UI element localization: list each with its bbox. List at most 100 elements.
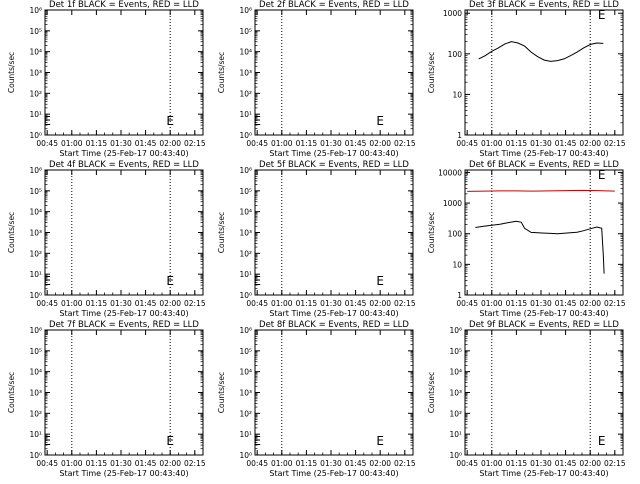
x-tick-label: 01:30 xyxy=(110,299,132,308)
x-tick-label: 01:30 xyxy=(320,299,342,308)
y-tick-label: 10⁶ xyxy=(239,166,252,175)
x-axis-label: Start Time (25-Feb-17 00:43:40) xyxy=(59,469,188,478)
y-tick-label: 1000 xyxy=(443,9,462,18)
event-marker-E: E xyxy=(376,274,384,288)
x-tick-label: 02:15 xyxy=(604,139,626,148)
y-axis-label: Counts/sec xyxy=(217,212,226,253)
y-tick-label: 10⁵ xyxy=(29,347,42,356)
y-tick-label: 10⁶ xyxy=(29,166,42,175)
event-marker-E: E xyxy=(598,168,606,182)
y-tick-label: 10⁰ xyxy=(449,451,462,460)
y-tick-label: 10¹ xyxy=(29,430,42,439)
x-tick-label: 02:00 xyxy=(369,459,391,468)
panel-title: Det 4f BLACK = Events, RED = LLD xyxy=(49,160,199,170)
x-tick-label: 00:45 xyxy=(36,459,58,468)
y-tick-label: 10⁶ xyxy=(29,6,42,15)
x-tick-label: 01:15 xyxy=(86,139,108,148)
y-tick-label: 10² xyxy=(29,89,42,98)
plot-frame xyxy=(44,169,204,296)
plot-frame xyxy=(44,329,204,456)
panel-title: Det 8f BLACK = Events, RED = LLD xyxy=(259,320,409,330)
x-tick-label: 01:15 xyxy=(506,299,528,308)
y-tick-label: 10⁰ xyxy=(239,451,252,460)
y-axis-label: Counts/sec xyxy=(427,212,436,253)
x-tick-label: 02:15 xyxy=(184,299,206,308)
event-marker-E: E xyxy=(253,274,261,288)
event-marker-E: E xyxy=(43,114,51,128)
x-tick-label: 02:15 xyxy=(184,459,206,468)
y-tick-label: 10⁵ xyxy=(239,187,252,196)
y-axis-label: Counts/sec xyxy=(7,212,16,253)
series-line-1 xyxy=(478,41,604,62)
plot-frame xyxy=(464,169,624,296)
x-tick-label: 01:00 xyxy=(61,139,83,148)
y-tick-label: 10⁰ xyxy=(29,291,42,300)
y-tick-label: 10⁴ xyxy=(29,208,42,217)
event-marker-E: E xyxy=(376,434,384,448)
x-tick-label: 01:15 xyxy=(296,299,318,308)
x-tick-label: 02:15 xyxy=(604,459,626,468)
x-tick-label: 01:15 xyxy=(296,459,318,468)
chart-panel-8: Det 8f BLACK = Events, RED = LLD 00:45 01:… xyxy=(217,320,416,478)
x-axis-label: Start Time (25-Feb-17 00:43:40) xyxy=(479,469,608,478)
y-tick-label: 10⁴ xyxy=(239,368,252,377)
x-tick-label: 01:45 xyxy=(345,299,367,308)
y-tick-label: 10¹ xyxy=(239,270,252,279)
x-tick-label: 01:15 xyxy=(86,299,108,308)
x-tick-label: 02:00 xyxy=(579,139,601,148)
y-tick-label: 10⁴ xyxy=(239,208,252,217)
x-tick-label: 01:30 xyxy=(530,299,552,308)
y-tick-label: 10⁴ xyxy=(449,368,462,377)
y-tick-label: 10² xyxy=(239,249,252,258)
y-tick-label: 10⁵ xyxy=(29,27,42,36)
y-tick-label: 10¹ xyxy=(29,270,42,279)
x-tick-label: 01:15 xyxy=(506,139,528,148)
x-tick-label: 01:00 xyxy=(271,299,293,308)
x-tick-label: 01:00 xyxy=(481,299,503,308)
panel-title: Det 2f BLACK = Events, RED = LLD xyxy=(259,0,409,10)
y-tick-label: 10⁶ xyxy=(449,326,462,335)
x-axis-label: Start Time (25-Feb-17 00:43:40) xyxy=(269,149,398,158)
y-tick-label: 10⁵ xyxy=(239,347,252,356)
x-tick-label: 02:00 xyxy=(369,139,391,148)
y-tick-label: 10⁵ xyxy=(239,27,252,36)
x-axis-label: Start Time (25-Feb-17 00:43:40) xyxy=(269,309,398,318)
x-tick-label: 00:45 xyxy=(36,139,58,148)
x-tick-label: 02:15 xyxy=(604,299,626,308)
y-axis-label: Counts/sec xyxy=(217,372,226,413)
x-tick-label: 01:45 xyxy=(135,299,157,308)
x-tick-label: 01:45 xyxy=(345,139,367,148)
x-tick-label: 01:45 xyxy=(555,299,577,308)
event-marker-E: E xyxy=(166,274,174,288)
y-tick-label: 10⁰ xyxy=(239,291,252,300)
plot-frame xyxy=(254,169,414,296)
y-tick-label: 10³ xyxy=(29,69,42,78)
x-tick-label: 02:00 xyxy=(579,459,601,468)
y-tick-label: 10³ xyxy=(239,389,252,398)
y-tick-label: 10² xyxy=(29,249,42,258)
x-tick-label: 00:45 xyxy=(246,459,268,468)
series-line-1 xyxy=(467,189,615,192)
y-tick-label: 10⁶ xyxy=(29,326,42,335)
y-tick-label: 10⁰ xyxy=(239,131,252,140)
y-tick-label: 1 xyxy=(457,291,462,300)
event-marker-E: E xyxy=(166,114,174,128)
x-tick-label: 02:15 xyxy=(394,139,416,148)
y-axis-label: Counts/sec xyxy=(7,372,16,413)
y-tick-label: 10² xyxy=(239,409,252,418)
x-tick-label: 02:00 xyxy=(159,299,181,308)
x-tick-label: 00:45 xyxy=(456,459,478,468)
panel-title: Det 6f BLACK = Events, RED = LLD xyxy=(469,160,619,170)
x-tick-label: 02:00 xyxy=(159,139,181,148)
x-tick-label: 01:30 xyxy=(320,139,342,148)
event-marker-E: E xyxy=(43,434,51,448)
event-marker-E: E xyxy=(43,274,51,288)
y-tick-label: 1000 xyxy=(443,199,462,208)
panel-title: Det 5f BLACK = Events, RED = LLD xyxy=(259,160,409,170)
y-tick-label: 10¹ xyxy=(449,430,462,439)
